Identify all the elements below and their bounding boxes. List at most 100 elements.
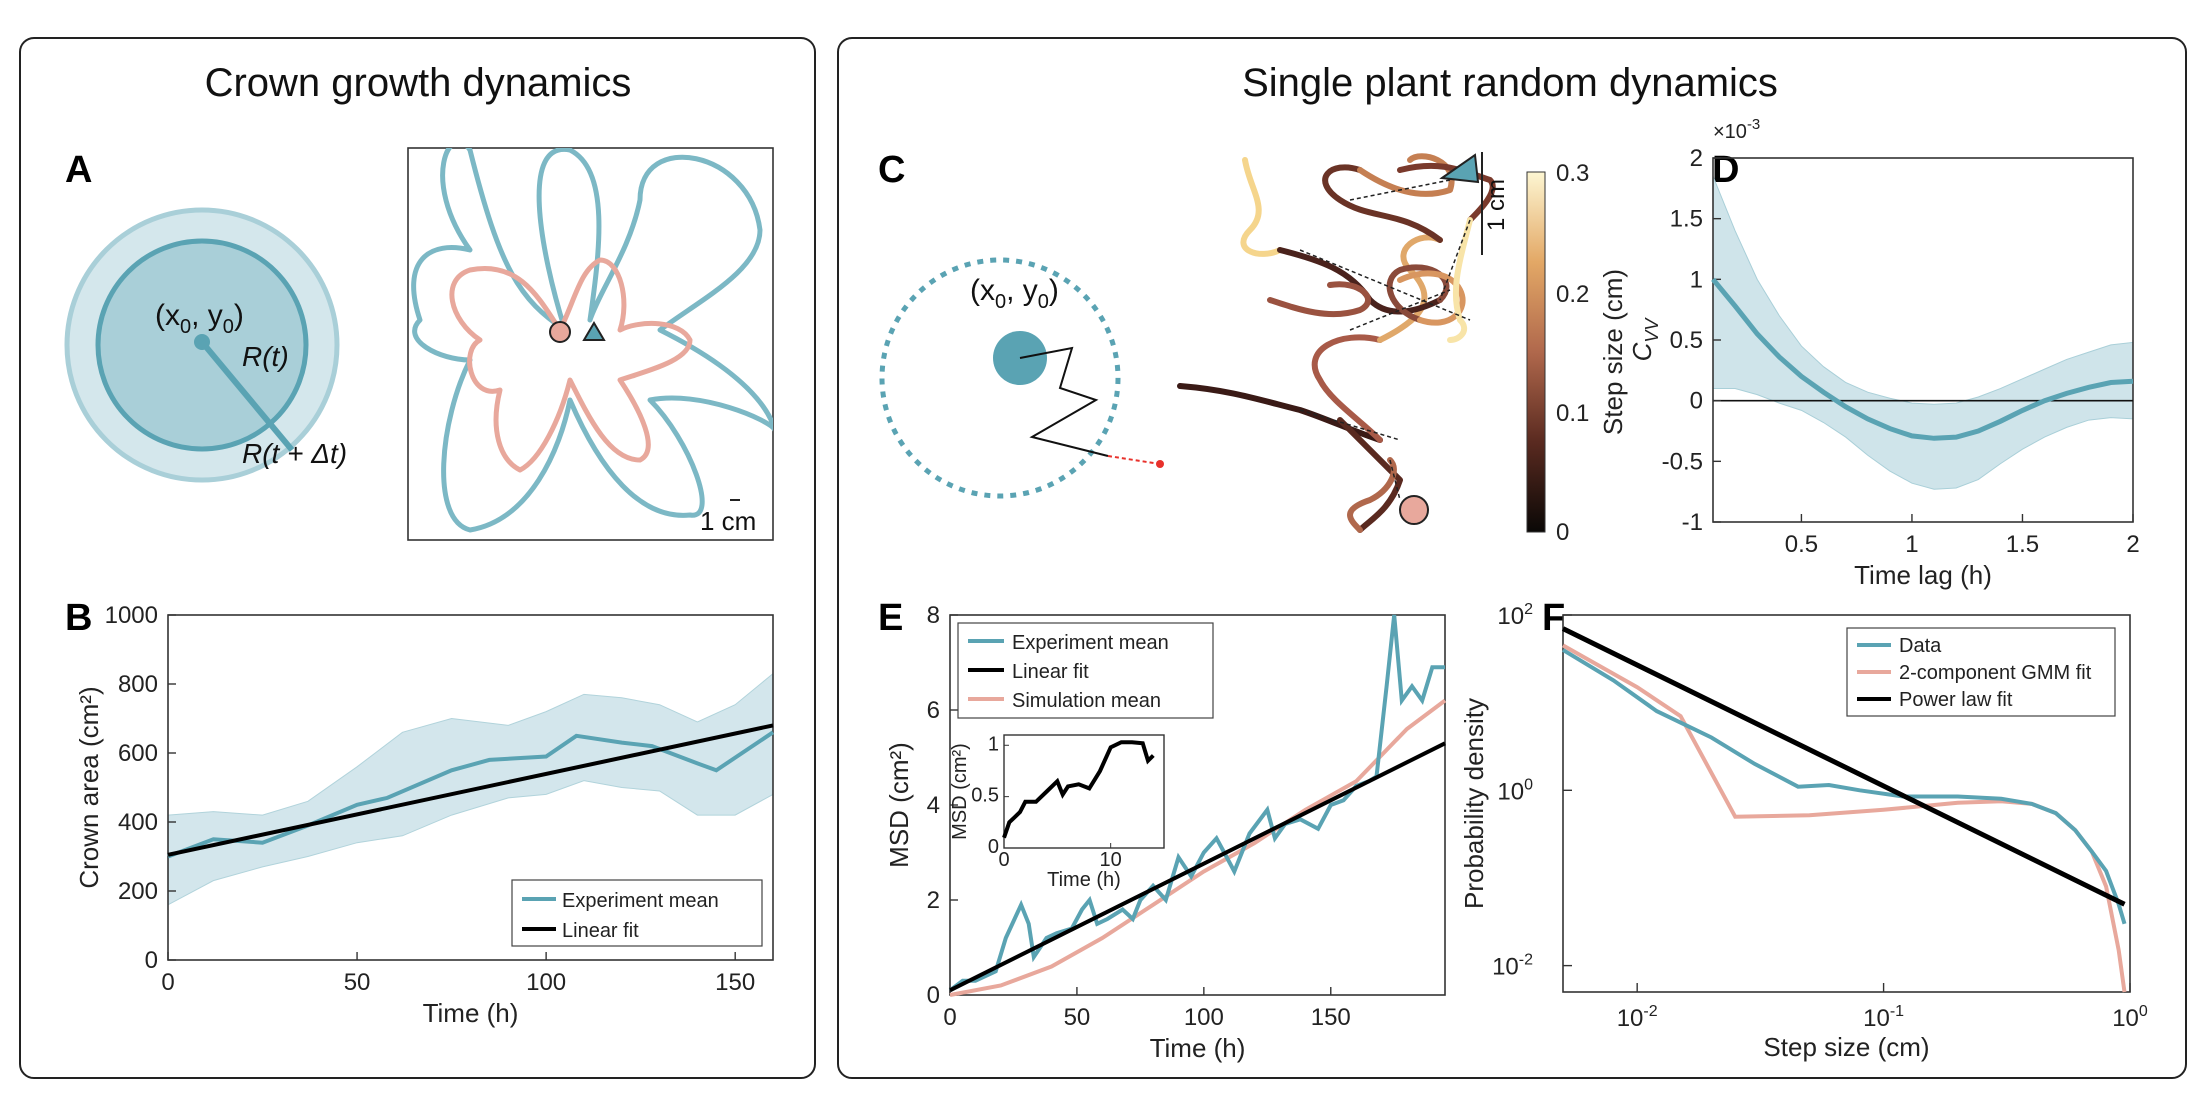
b-ytick-label: 600	[118, 740, 158, 767]
left-panel-title: Crown growth dynamics	[205, 61, 632, 105]
d-ytick-label: 1	[1690, 266, 1703, 293]
e-xtick-label: 100	[1184, 1004, 1224, 1031]
e-legend-label: Linear fit	[1012, 661, 1089, 683]
e-series-simulation-mean	[949, 698, 1447, 997]
d-xtick-label: 2	[2126, 531, 2139, 558]
trajectory-end-marker	[1439, 153, 1480, 184]
f-legend-label: Power law fit	[1899, 689, 2013, 711]
b-ytick-label: 200	[118, 878, 158, 905]
f-ylabel: Probability density	[1459, 698, 1489, 909]
e-ytick-label: 8	[927, 602, 940, 629]
chart-b: 0 50 100 150 0 200 400 600 800 1000 Time (h) Crown …	[74, 602, 775, 1028]
label-B: B	[65, 597, 92, 639]
colorbar-tick-2: 0.2	[1556, 281, 1589, 308]
colorbar-tick-0: 0	[1556, 519, 1569, 546]
connector-2	[1349, 179, 1451, 201]
label-C: C	[878, 149, 905, 191]
f-xlabel: Step size (cm)	[1763, 1032, 1929, 1062]
trajectory-seg-10	[1337, 417, 1403, 533]
crown-image-frame	[407, 147, 774, 541]
panel-a-diagram: (x0, y0) R(t) R(t + Δt)	[64, 207, 347, 483]
b-xtick-label: 50	[344, 969, 371, 996]
f-ytick-label: 10-2	[1492, 952, 1533, 981]
f-legend-label: 2-component GMM fit	[1899, 662, 2092, 684]
crown-outline-late	[411, 148, 773, 533]
radius-label: R(t)	[242, 341, 289, 372]
label-F: F	[1542, 597, 1565, 639]
b-xtick-label: 150	[715, 969, 755, 996]
dashed-boundary-circle	[879, 257, 1121, 499]
f-legend-box	[1846, 627, 2116, 717]
d-ylabel: CVV	[1627, 317, 1662, 362]
left-panel-frame	[19, 37, 816, 1079]
b-series-experiment-mean	[167, 730, 775, 859]
walk-endpoint	[1156, 460, 1164, 468]
e-ytick-label: 4	[927, 792, 940, 819]
end-marker	[582, 321, 606, 341]
d-ytick-label: 2	[1690, 145, 1703, 172]
e-inset-series	[1002, 740, 1155, 839]
e-inset-xlabel: Time (h)	[1047, 869, 1121, 891]
d-ytick-label: -1	[1682, 509, 1703, 536]
e-ytick-label: 6	[927, 697, 940, 724]
f-series-gmm-fit	[1562, 643, 2127, 993]
e-xtick-label: 150	[1311, 1004, 1351, 1031]
trajectory-scale-label: 1 cm	[1483, 179, 1510, 231]
trajectory-seg-8	[1386, 264, 1450, 323]
colorbar-label: Step size (cm)	[1598, 269, 1628, 435]
random-walk-next-step	[1107, 455, 1161, 465]
b-series-linear-fit	[167, 723, 774, 857]
b-xtick-label: 100	[526, 969, 566, 996]
connector-4	[1299, 409, 1401, 441]
trajectory-seg-14	[1267, 281, 1371, 318]
b-ylabel: Crown area (cm²)	[74, 686, 104, 888]
e-inset-ytick-label: 1	[988, 733, 999, 755]
f-xtick-label: 100	[2112, 1003, 2148, 1032]
e-inset-ytick-label: 0	[988, 836, 999, 858]
trajectory-start-marker	[1399, 495, 1429, 525]
f-axes-box	[1562, 614, 2131, 993]
trajectory-plot	[1177, 153, 1496, 533]
b-legend-experiment: Experiment mean	[562, 890, 719, 912]
d-ytick-label: 1.5	[1670, 206, 1703, 233]
e-inset-xtick-label: 0	[998, 849, 1009, 871]
crown-outline-early	[449, 257, 693, 473]
d-ytick-label: 0	[1690, 388, 1703, 415]
d-xtick-label: 0.5	[1785, 531, 1818, 558]
connector-1	[1299, 249, 1471, 321]
d-multiplier: ×10-3	[1713, 116, 1760, 143]
e-series-linear-fit	[949, 741, 1446, 993]
f-legend-label: Data	[1899, 635, 1942, 657]
b-ytick-label: 800	[118, 671, 158, 698]
d-ytick-label: -0.5	[1662, 448, 1703, 475]
d-xtick-label: 1	[1905, 531, 1918, 558]
e-ylabel: MSD (cm²)	[884, 742, 914, 868]
b-legend-box	[511, 879, 763, 947]
b-xtick-label: 0	[161, 969, 174, 996]
e-xtick-label: 0	[943, 1004, 956, 1031]
panel-c-diagram: (x0, y0)	[879, 257, 1164, 499]
chart-d: 0.5 1 1.5 2 -1 -0.5 0 0.5 1 1.5 2 Time lag (h) CVV ×1…	[1627, 116, 2140, 590]
label-A: A	[65, 149, 92, 191]
e-inset-ylabel: MSD (cm²)	[949, 743, 971, 840]
connector-3	[1439, 219, 1471, 301]
scale-label: 1 cm	[700, 506, 756, 536]
colorbar-tick-3: 0.3	[1556, 160, 1589, 187]
e-inset-ytick-label: 0.5	[971, 785, 999, 807]
radius-line	[199, 340, 295, 452]
b-axes-box	[167, 614, 774, 961]
trajectory-seg-2	[1311, 334, 1383, 443]
f-ytick-label: 100	[1497, 776, 1533, 805]
right-panel-title: Single plant random dynamics	[1242, 61, 1778, 105]
f-xtick-label: 10-2	[1617, 1003, 1658, 1032]
f-series-power-law-fit	[1561, 626, 2126, 907]
right-panel-frame	[837, 37, 2187, 1079]
label-E: E	[878, 597, 903, 639]
b-ytick-label: 400	[118, 809, 158, 836]
crown-outline-image: 1 cm	[407, 147, 774, 541]
random-walk-path	[1019, 346, 1109, 457]
e-xtick-label: 50	[1064, 1004, 1091, 1031]
center-label: (x0, y0)	[155, 299, 244, 338]
